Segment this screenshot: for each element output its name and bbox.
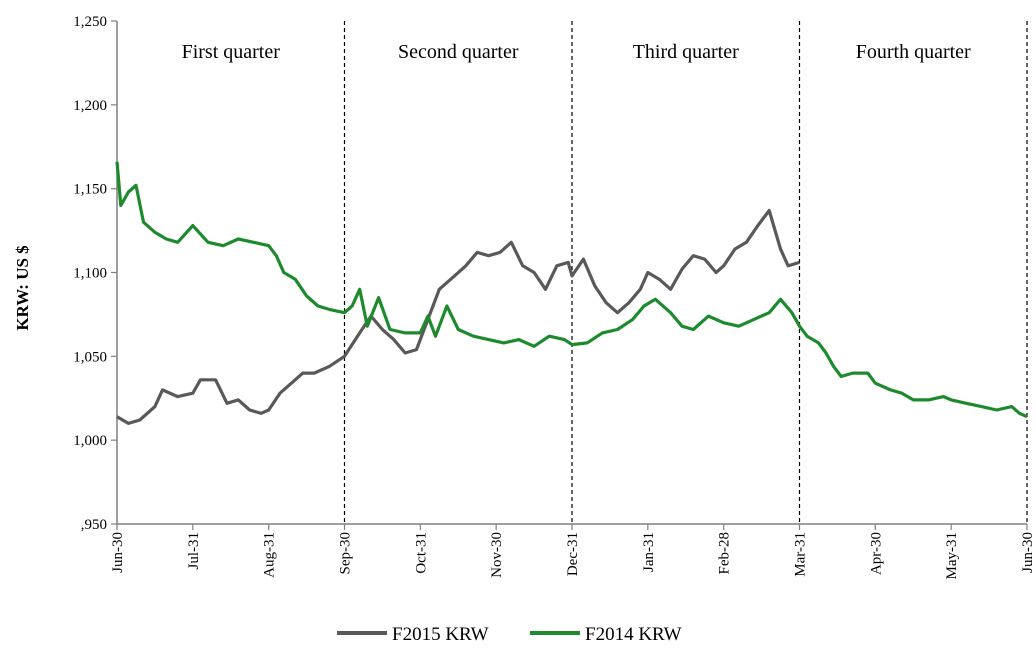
x-tick-label: Aug-31 bbox=[262, 532, 278, 578]
x-axis: Jun-30 Jul-31 Aug-31 Sep-30 Oct-31 Nov-30 Dec-… bbox=[110, 523, 1036, 580]
x-tick-label: May-31 bbox=[944, 532, 960, 580]
x-tick-label: Jul-31 bbox=[186, 532, 202, 570]
y-axis: ,950 1,000 1,050 1,100 1,150 1,200 1,250 bbox=[73, 14, 118, 533]
quarter-dividers bbox=[343, 21, 1028, 524]
quarter-label: Fourth quarter bbox=[856, 41, 971, 63]
series-line-f2015-krw bbox=[116, 208, 800, 425]
x-tick-label: Nov-30 bbox=[489, 532, 505, 578]
x-tick-label: Apr-30 bbox=[868, 532, 884, 575]
legend-label: F2014 KRW bbox=[585, 624, 682, 645]
quarter-label: Third quarter bbox=[633, 41, 739, 63]
series-lines bbox=[115, 161, 1028, 425]
y-tick-label: 1,000 bbox=[73, 433, 107, 449]
quarter-label: First quarter bbox=[182, 41, 281, 63]
legend: F2015 KRW F2014 KRW bbox=[337, 624, 682, 645]
x-tick-label: Jan-31 bbox=[641, 532, 657, 572]
y-tick-label: 1,050 bbox=[73, 349, 107, 365]
y-axis-title: KRW: US $ bbox=[13, 245, 32, 331]
quarter-labels: First quarter Second quarter Third quarter… bbox=[182, 41, 971, 63]
y-tick-label: 1,250 bbox=[73, 14, 107, 30]
x-tick-label: Mar-31 bbox=[793, 532, 809, 577]
x-tick-label: Dec-31 bbox=[565, 532, 581, 576]
y-tick-label: ,950 bbox=[81, 517, 107, 533]
quarter-label: Second quarter bbox=[398, 41, 519, 63]
y-tick-label: 1,150 bbox=[73, 182, 107, 198]
legend-label: F2015 KRW bbox=[392, 624, 489, 645]
series-line-f2014-krw bbox=[115, 161, 1028, 419]
x-tick-label: Sep-30 bbox=[338, 532, 354, 575]
x-tick-label: Jun-30 bbox=[1020, 532, 1036, 573]
x-tick-label: Oct-31 bbox=[413, 532, 429, 574]
y-tick-label: 1,100 bbox=[73, 266, 107, 282]
x-tick-label: Jun-30 bbox=[110, 532, 126, 573]
y-tick-label: 1,200 bbox=[73, 98, 107, 114]
x-tick-label: Feb-28 bbox=[717, 532, 733, 575]
